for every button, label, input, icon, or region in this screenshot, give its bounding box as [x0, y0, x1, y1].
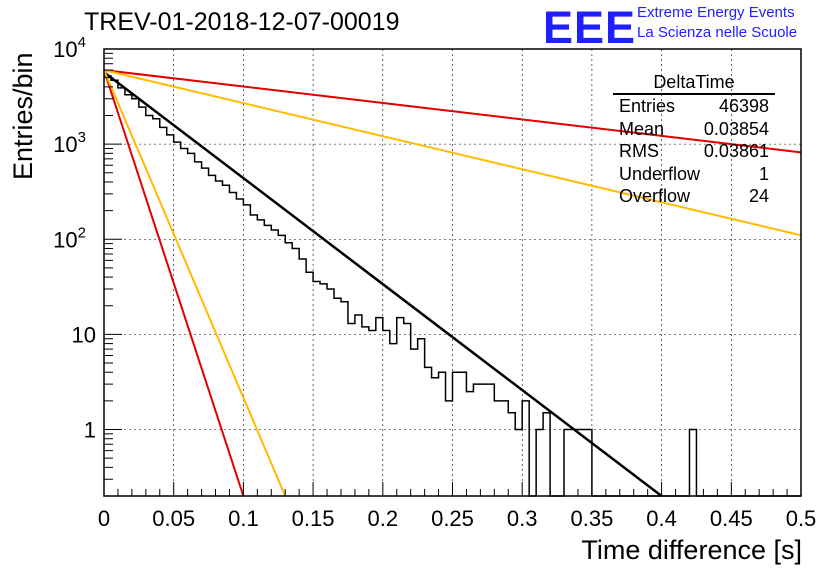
x-tick-label: 0.2 — [368, 506, 399, 531]
stats-box: DeltaTime Entries 46398 Mean 0.03854 RMS 0.… — [613, 72, 775, 208]
x-tick-label: 0.1 — [228, 506, 259, 531]
stats-row-mean: Mean 0.03854 — [619, 118, 769, 139]
fit-line-3 — [103, 69, 245, 497]
stats-title: DeltaTime — [613, 72, 775, 95]
stats-row-overflow: Overflow 24 — [619, 186, 769, 206]
fit-line-1 — [103, 69, 802, 154]
fit-line-0 — [103, 71, 663, 497]
x-tick-label: 0.25 — [431, 506, 474, 531]
eee-logo: EEE — [543, 2, 637, 53]
y-axis-label: Entries/bin — [8, 52, 38, 180]
stats-row-underflow: Underflow 1 — [619, 163, 769, 184]
x-tick-label: 0.5 — [786, 506, 817, 531]
x-tick-label: 0 — [98, 506, 110, 531]
logo-line1: Extreme Energy Events — [637, 4, 795, 21]
y-tick-label: 102 — [53, 224, 86, 252]
x-tick-label: 0.3 — [507, 506, 538, 531]
x-tick-label: 0.05 — [152, 506, 195, 531]
x-tick-label: 0.4 — [646, 506, 677, 531]
y-tick-label: 103 — [53, 129, 86, 157]
y-tick-label: 1 — [84, 418, 96, 443]
fit-line-4 — [103, 69, 287, 497]
x-tick-label: 0.45 — [710, 506, 753, 531]
chart-title: TREV-01-2018-12-07-00019 — [84, 8, 400, 36]
ticks: 0 0.05 0.1 0.15 0.2 0.25 0.3 0.35 0.4 0.45 0.5 1 10 1… — [53, 34, 816, 531]
x-tick-label: 0.35 — [570, 506, 613, 531]
stats-row-entries: Entries 46398 — [619, 96, 769, 116]
x-axis-label: Time difference [s] — [581, 535, 802, 565]
y-tick-label: 104 — [53, 34, 86, 62]
y-tick-label: 10 — [72, 322, 96, 347]
logo-line2: La Scienza nelle Scuole — [637, 24, 798, 41]
stats-row-rms: RMS 0.03861 — [619, 141, 769, 161]
fit-line-2 — [103, 69, 802, 237]
x-tick-label: 0.15 — [292, 506, 335, 531]
